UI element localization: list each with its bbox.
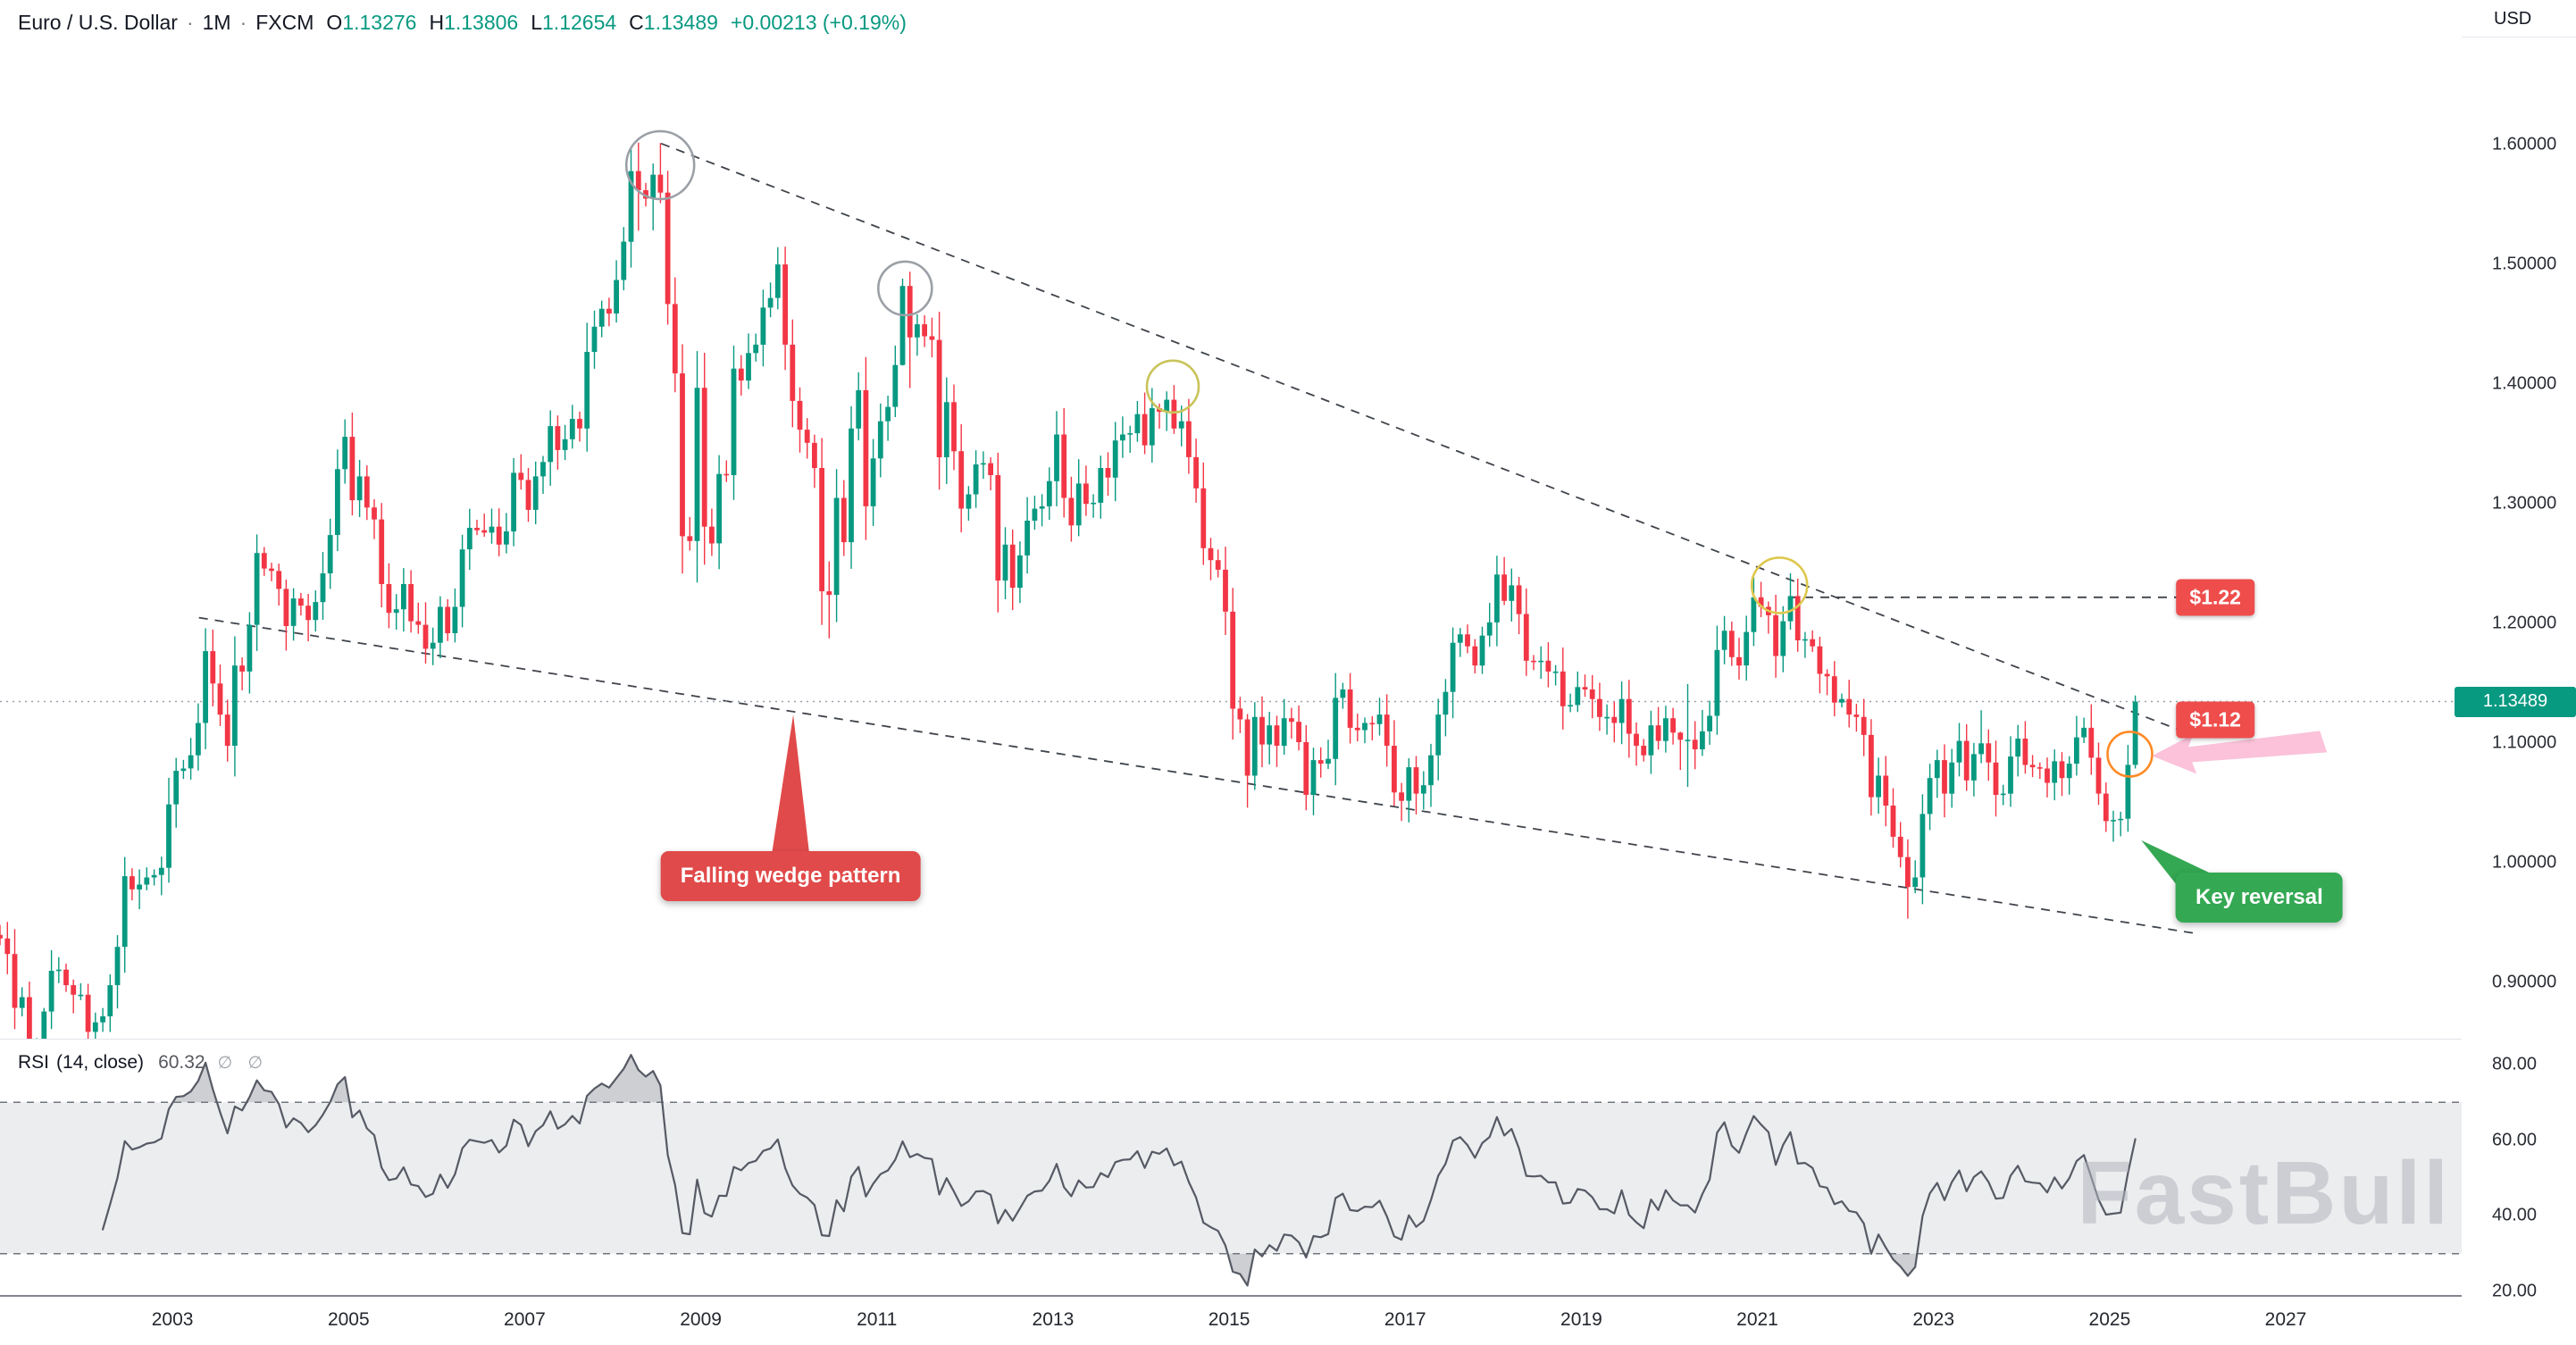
timeframe-label[interactable]: 1M — [202, 11, 231, 34]
time-tick-2027: 2027 — [2264, 1309, 2307, 1330]
price-pane[interactable] — [0, 0, 2462, 1039]
rsi-tick-40.00: 40.00 — [2492, 1205, 2538, 1225]
symbol-legend[interactable]: Euro / U.S. Dollar · 1M · FXCM O1.13276 … — [18, 11, 907, 35]
last-price-badge[interactable]: 1.13489 — [2455, 686, 2576, 717]
time-tick-2007: 2007 — [504, 1309, 546, 1330]
candles-series — [0, 142, 2138, 1039]
time-tick-2017: 2017 — [1384, 1309, 1426, 1330]
close-readout: C1.13489 — [629, 11, 718, 34]
price-tick-1.30000: 1.30000 — [2492, 493, 2557, 514]
hidden-series-icons[interactable]: ∅ ∅ — [217, 1053, 269, 1073]
open-readout: O1.13276 — [326, 11, 417, 34]
time-tick-2025: 2025 — [2088, 1309, 2131, 1330]
rsi-indicator-legend[interactable]: RSI (14, close) 60.32 ∅ ∅ — [18, 1052, 268, 1073]
watermark: FastBull — [2077, 1143, 2451, 1243]
time-tick-2013: 2013 — [1032, 1309, 1075, 1330]
time-tick-2019: 2019 — [1560, 1309, 1602, 1330]
touchpoint-circles[interactable] — [624, 129, 2154, 778]
rsi-tick-60.00: 60.00 — [2492, 1130, 2538, 1150]
price-tick-1.50000: 1.50000 — [2492, 254, 2557, 274]
time-tick-2003: 2003 — [151, 1309, 194, 1330]
time-tick-2005: 2005 — [327, 1309, 370, 1330]
price-tick-1.60000: 1.60000 — [2492, 134, 2557, 155]
time-tick-2011: 2011 — [857, 1309, 898, 1330]
price-target-label-112[interactable]: $1.12 — [2176, 701, 2254, 738]
price-change: +0.00213 (+0.19%) — [730, 11, 907, 34]
price-tick-1.20000: 1.20000 — [2492, 613, 2557, 633]
trendlines[interactable] — [0, 142, 2462, 935]
time-tick-2015: 2015 — [1208, 1309, 1250, 1330]
time-axis-separator — [0, 1295, 2576, 1297]
price-tick-1.10000: 1.10000 — [2492, 732, 2557, 753]
rsi-pane[interactable] — [0, 1039, 2462, 1295]
axis-currency-label: USD — [2462, 0, 2576, 38]
indicator-name[interactable]: RSI — [18, 1052, 50, 1073]
callout-key-reversal[interactable]: Key reversal — [2176, 873, 2343, 923]
rsi-line — [101, 1054, 2137, 1287]
rsi-tick-80.00: 80.00 — [2492, 1054, 2538, 1074]
price-target-label-122[interactable]: $1.22 — [2176, 579, 2254, 616]
price-tick-1.00000: 1.00000 — [2492, 852, 2557, 873]
symbol-title[interactable]: Euro / U.S. Dollar — [18, 11, 178, 34]
price-tick-0.90000: 0.90000 — [2492, 972, 2557, 992]
time-tick-2009: 2009 — [680, 1309, 722, 1330]
time-tick-2021: 2021 — [1736, 1309, 1778, 1330]
rsi-tick-20.00: 20.00 — [2492, 1281, 2538, 1301]
low-readout: L1.12654 — [531, 11, 617, 34]
time-tick-2023: 2023 — [1912, 1309, 1955, 1330]
separator-dot: · — [239, 11, 247, 34]
rsi-band — [0, 1101, 2462, 1255]
callout-falling-wedge[interactable]: Falling wedge pattern — [660, 851, 921, 902]
rsi-value: 60.32 — [158, 1052, 205, 1073]
rsi-overshoot-fills — [172, 1055, 1918, 1286]
price-axis[interactable]: USD 1.60000 1.50000 1.40000 1.30000 1.20000 1… — [2455, 0, 2576, 1345]
indicator-params: (14, close) — [56, 1052, 145, 1073]
time-axis[interactable]: 2003 2005 2007 2009 2011 2013 2015 2017 2019 2021… — [0, 1297, 2462, 1345]
high-readout: H1.13806 — [429, 11, 519, 34]
separator-dot: · — [186, 11, 194, 34]
price-tick-1.40000: 1.40000 — [2492, 373, 2557, 394]
exchange-label[interactable]: FXCM — [255, 11, 314, 34]
pane-separator[interactable] — [0, 1039, 2576, 1040]
